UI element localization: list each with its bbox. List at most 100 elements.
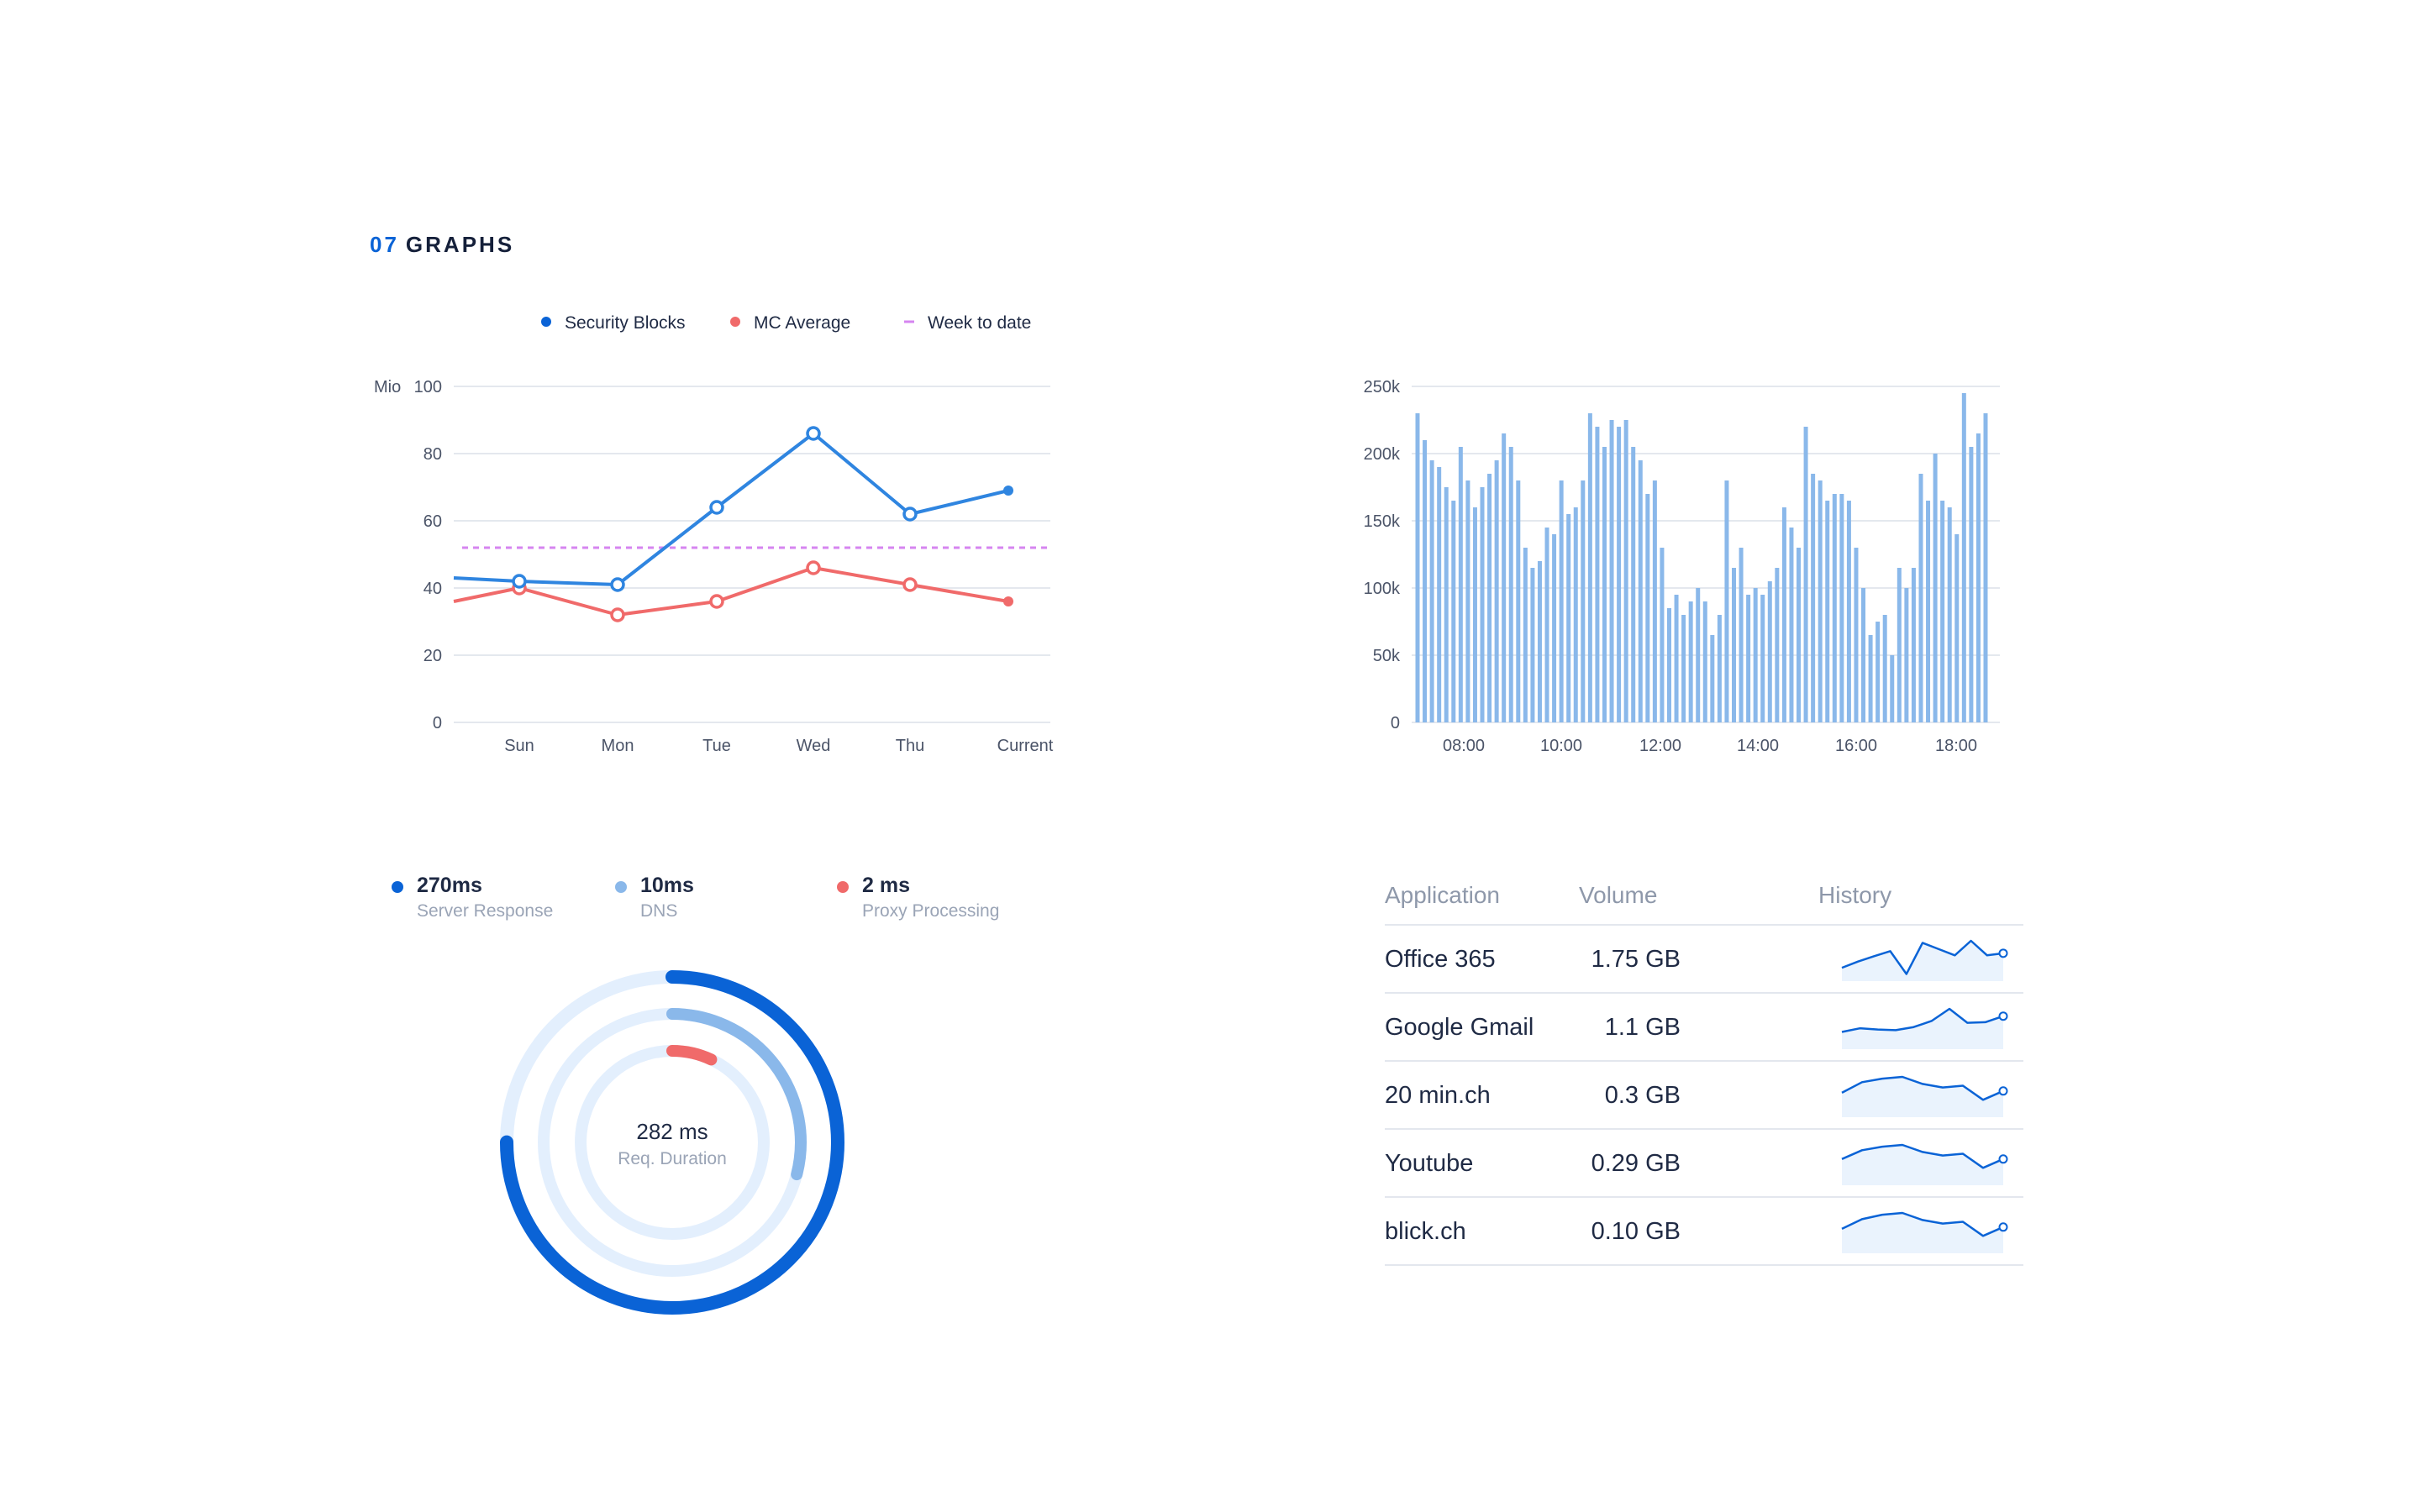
bar[interactable]	[1609, 420, 1614, 722]
bar[interactable]	[1696, 588, 1701, 722]
table-row[interactable]: Google Gmail 1.1 GB	[1385, 994, 2023, 1062]
bar[interactable]	[1983, 413, 1988, 722]
bar[interactable]	[1911, 568, 1916, 722]
bar[interactable]	[1767, 581, 1772, 722]
bar[interactable]	[1437, 467, 1442, 722]
table-row[interactable]: blick.ch 0.10 GB	[1385, 1198, 2023, 1266]
bar[interactable]	[1897, 568, 1902, 722]
bar[interactable]	[1638, 460, 1643, 722]
bar[interactable]	[1566, 514, 1571, 722]
bar[interactable]	[1631, 447, 1636, 722]
bar[interactable]	[1746, 595, 1751, 722]
bar[interactable]	[1523, 548, 1528, 722]
bar[interactable]	[1502, 433, 1507, 722]
bar[interactable]	[1544, 528, 1549, 722]
bar[interactable]	[1444, 487, 1449, 722]
bar[interactable]	[1760, 595, 1765, 722]
data-point[interactable]	[1003, 596, 1013, 606]
bar[interactable]	[1961, 393, 1966, 722]
bar[interactable]	[1451, 501, 1456, 722]
bar[interactable]	[1975, 433, 1981, 722]
table-row[interactable]: Youtube 0.29 GB	[1385, 1130, 2023, 1198]
bar[interactable]	[1595, 427, 1600, 722]
bar[interactable]	[1429, 460, 1434, 722]
bar[interactable]	[1552, 534, 1557, 722]
ring-server-response[interactable]	[500, 970, 844, 1315]
bar[interactable]	[1789, 528, 1794, 722]
bar[interactable]	[1732, 568, 1737, 722]
bar[interactable]	[1918, 474, 1923, 722]
bar[interactable]	[1508, 447, 1513, 722]
bar[interactable]	[1494, 460, 1499, 722]
bar[interactable]	[1947, 507, 1952, 722]
bar[interactable]	[1415, 413, 1420, 722]
bar[interactable]	[1530, 568, 1535, 722]
bar[interactable]	[1710, 635, 1715, 722]
bar[interactable]	[1781, 507, 1786, 722]
data-point[interactable]	[610, 577, 625, 592]
bar[interactable]	[1811, 474, 1816, 722]
bar[interactable]	[1904, 588, 1909, 722]
bar[interactable]	[1487, 474, 1492, 722]
bar[interactable]	[1472, 507, 1477, 722]
bar[interactable]	[1933, 454, 1938, 722]
data-point[interactable]	[902, 577, 918, 592]
ring-dns[interactable]	[538, 1008, 807, 1277]
table-row[interactable]: Office 365 1.75 GB	[1385, 926, 2023, 994]
table-row[interactable]: 20 min.ch 0.3 GB	[1385, 1062, 2023, 1130]
column-header-volume[interactable]: Volume	[1579, 882, 1658, 908]
bar[interactable]	[1839, 494, 1844, 722]
bar[interactable]	[1602, 447, 1607, 722]
bar[interactable]	[1581, 480, 1586, 722]
bar[interactable]	[1724, 480, 1729, 722]
bar[interactable]	[1846, 501, 1851, 722]
bar[interactable]	[1882, 615, 1887, 722]
bar[interactable]	[1660, 548, 1665, 722]
bar[interactable]	[1854, 548, 1859, 722]
bar[interactable]	[1645, 494, 1650, 722]
bar[interactable]	[1559, 480, 1564, 722]
bar[interactable]	[1969, 447, 1974, 722]
data-point[interactable]	[709, 594, 724, 609]
data-point[interactable]	[709, 500, 724, 515]
bar[interactable]	[1803, 427, 1808, 722]
bar[interactable]	[1954, 534, 1960, 722]
bar[interactable]	[1797, 548, 1802, 722]
bar[interactable]	[1666, 608, 1671, 722]
bar[interactable]	[1818, 480, 1823, 722]
bar[interactable]	[1825, 501, 1830, 722]
data-point[interactable]	[806, 560, 821, 575]
bar[interactable]	[1480, 487, 1485, 722]
bar[interactable]	[1890, 655, 1895, 722]
bar[interactable]	[1702, 601, 1707, 722]
data-point[interactable]	[512, 574, 527, 589]
bar[interactable]	[1926, 501, 1931, 722]
bar[interactable]	[1458, 447, 1463, 722]
bar[interactable]	[1739, 548, 1744, 722]
bar[interactable]	[1832, 494, 1837, 722]
bar[interactable]	[1516, 480, 1521, 722]
bar[interactable]	[1940, 501, 1945, 722]
bar[interactable]	[1423, 440, 1428, 722]
bar[interactable]	[1681, 615, 1686, 722]
bar[interactable]	[1573, 507, 1578, 722]
data-point[interactable]	[806, 426, 821, 441]
bar[interactable]	[1753, 588, 1758, 722]
bar[interactable]	[1465, 480, 1470, 722]
column-header-application[interactable]: Application	[1385, 882, 1500, 908]
data-point[interactable]	[902, 507, 918, 522]
bar[interactable]	[1617, 427, 1622, 722]
bar[interactable]	[1587, 413, 1592, 722]
bar[interactable]	[1652, 480, 1657, 722]
bar[interactable]	[1861, 588, 1866, 722]
ring-proxy-processing[interactable]	[575, 1045, 770, 1240]
bar[interactable]	[1775, 568, 1780, 722]
bar[interactable]	[1868, 635, 1873, 722]
bar[interactable]	[1688, 601, 1693, 722]
bar[interactable]	[1876, 622, 1881, 722]
data-point[interactable]	[610, 607, 625, 622]
bar[interactable]	[1537, 561, 1542, 722]
column-header-history[interactable]: History	[1818, 882, 1892, 908]
bar[interactable]	[1717, 615, 1722, 722]
data-point[interactable]	[1003, 486, 1013, 496]
